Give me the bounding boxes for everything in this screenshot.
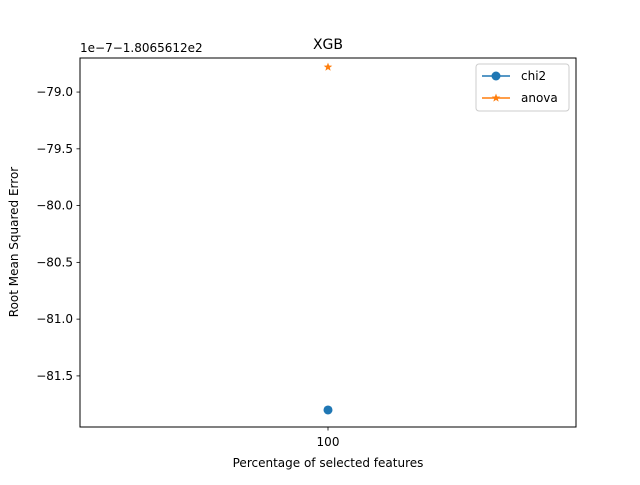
y-tick-label: −81.0 [36,312,73,326]
y-axis-label: Root Mean Squared Error [7,167,21,318]
x-axis-label: Percentage of selected features [233,456,424,470]
y-tick-label: −79.5 [36,142,73,156]
legend-label-chi2: chi2 [521,69,546,83]
y-tick-label: −80.5 [36,255,73,269]
tick-marks: −79.0 −79.5 −80.0 −80.5 −81.0 −81.5 100 [36,85,339,449]
legend: chi2 anova [475,63,570,112]
y-tick-label: −79.0 [36,85,73,99]
chart-title: XGB [313,37,343,53]
data-point-anova [323,62,333,71]
legend-marker-anova [491,93,501,102]
y-tick-label: −80.0 [36,199,73,213]
legend-label-anova: anova [521,91,558,105]
legend-marker-chi2 [491,71,501,81]
y-axis-offset-text: 1e−7−1.8065612e2 [80,41,203,55]
plot-area [323,62,333,415]
x-tick-label: 100 [317,435,340,449]
data-point-chi2 [323,405,333,415]
y-tick-label: −81.5 [36,369,73,383]
